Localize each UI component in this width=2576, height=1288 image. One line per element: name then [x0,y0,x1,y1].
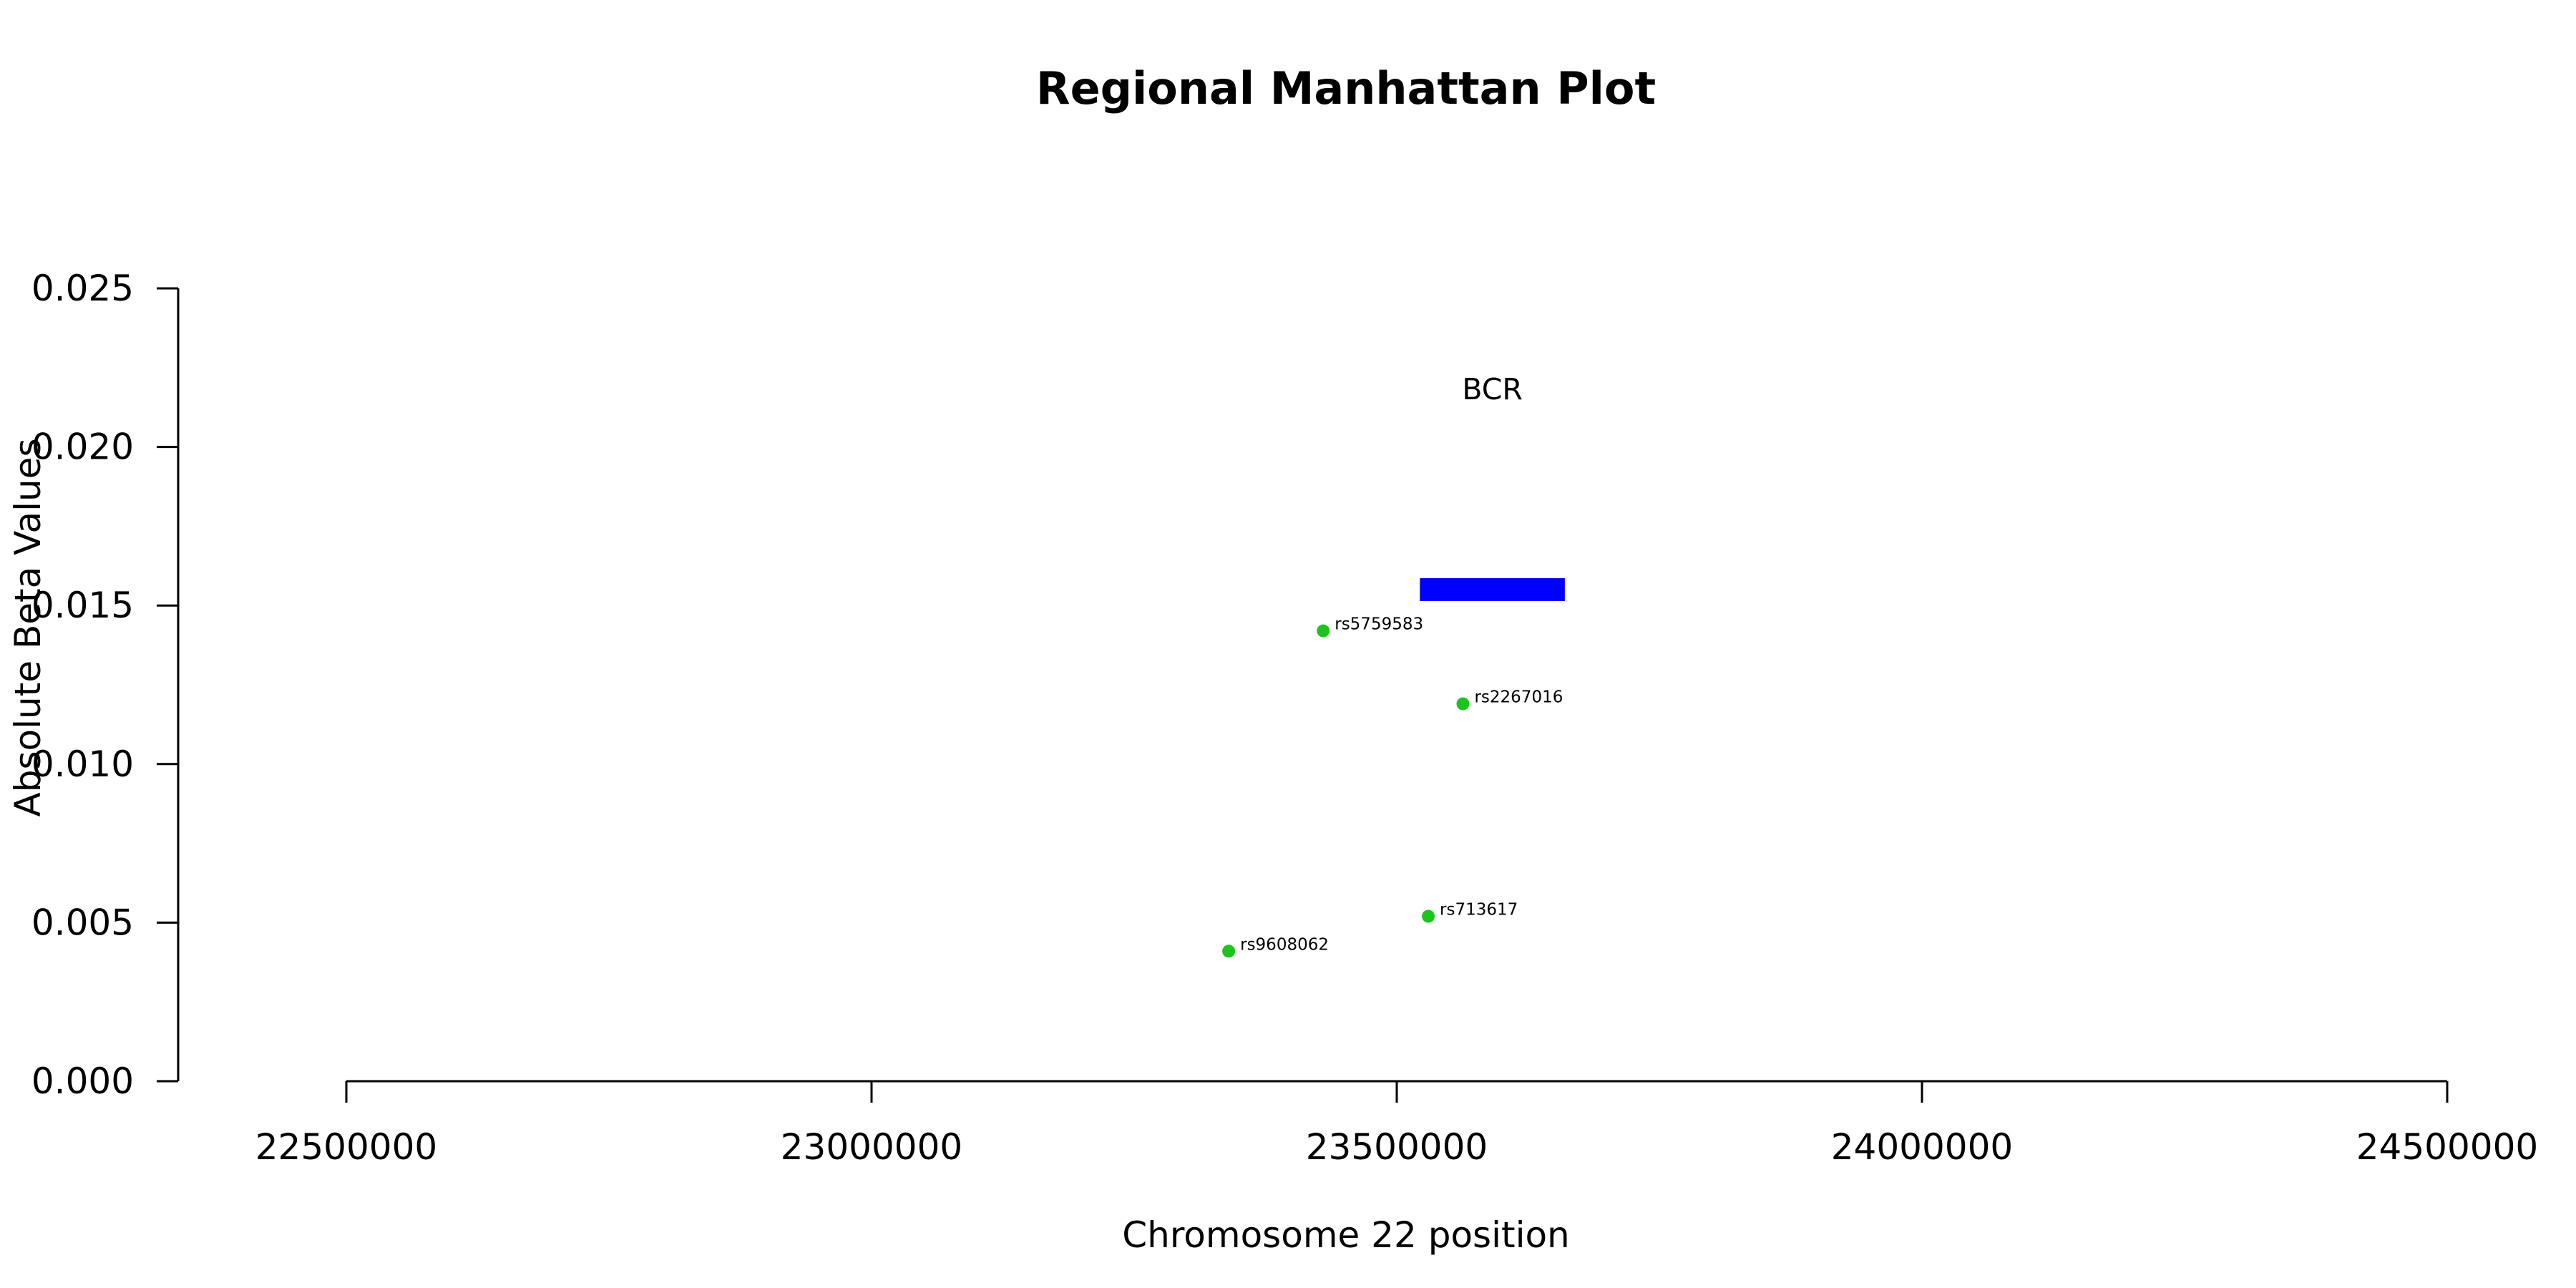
x-tick-label: 22500000 [255,1126,438,1168]
gene-track: BCR [1420,372,1565,602]
snp-label: rs713617 [1440,901,1518,919]
snp-point [1456,697,1470,711]
y-tick-label: 0.010 [31,743,134,785]
y-tick-label: 0.005 [31,902,134,943]
y-tick-label: 0.020 [31,426,134,468]
x-axis-label: Chromosome 22 position [1122,1214,1570,1256]
y-tick-label: 0.015 [31,585,134,626]
y-axis-ticks: 0.000 0.005 0.010 0.015 0.020 0.025 [31,268,178,1102]
snp-label: rs9608062 [1240,935,1329,954]
snp-points: rs5759583 rs2267016 rs713617 rs9608062 [1222,615,1563,958]
snp-point [1422,909,1435,923]
snp-point [1317,624,1330,638]
y-tick-label: 0.000 [31,1060,134,1102]
x-tick-label: 23000000 [781,1126,963,1168]
x-tick-label: 23500000 [1306,1126,1488,1168]
y-tick-label: 0.025 [31,268,134,309]
snp-label: rs2267016 [1474,688,1563,707]
gene-bar-bcr [1420,578,1565,602]
y-axis-label: Absolute Beta Values [7,439,49,817]
x-tick-label: 24500000 [2356,1126,2539,1168]
snp-point [1222,945,1236,958]
x-tick-label: 24000000 [1831,1126,2014,1168]
chart-title: Regional Manhattan Plot [1036,62,1656,114]
gene-label: BCR [1462,372,1523,406]
snp-label: rs5759583 [1335,615,1423,634]
x-axis-ticks: 22500000 23000000 23500000 24000000 24500000 [255,1081,2539,1168]
